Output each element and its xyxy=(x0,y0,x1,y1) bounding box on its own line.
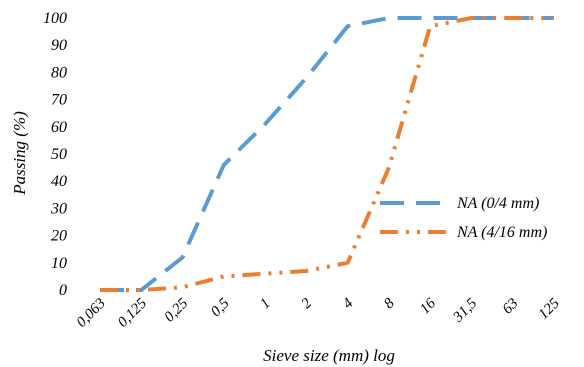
x-tick-label: 63 xyxy=(500,296,522,318)
series-0-point xyxy=(263,122,267,126)
x-tick-label: 4 xyxy=(340,295,357,312)
series-1-point xyxy=(181,285,185,289)
series-1-point xyxy=(304,269,308,273)
series-0-point xyxy=(304,76,308,80)
series-1-point xyxy=(98,288,102,292)
x-tick-label: 8 xyxy=(381,295,398,312)
series-line-1 xyxy=(100,16,554,292)
y-tick-label: 20 xyxy=(51,228,67,245)
x-tick-label: 16 xyxy=(417,295,439,317)
series-layer xyxy=(98,16,556,292)
y-tick-label: 70 xyxy=(51,92,67,109)
legend-label-na-4-16: NA (4/16 mm) xyxy=(456,224,547,241)
x-axis-ticks: 0,063 0,125 0,25 0,5 1 2 4 8 16 31,5 63 125 xyxy=(74,295,564,331)
series-1-point xyxy=(469,16,473,20)
x-tick-label: 2 xyxy=(299,295,316,312)
y-tick-label: 90 xyxy=(51,37,67,54)
legend: NA (0/4 mm) NA (4/16 mm) xyxy=(380,195,547,241)
series-1-point xyxy=(263,272,267,276)
series-line-0 xyxy=(100,16,554,292)
x-axis-title: Sieve size (mm) log xyxy=(263,346,395,365)
series-0-point xyxy=(428,16,432,20)
series-1-point xyxy=(511,16,515,20)
series-0-point xyxy=(181,255,185,259)
x-tick-label: 0,5 xyxy=(208,295,233,320)
y-tick-label: 30 xyxy=(50,200,67,217)
x-tick-label: 0,25 xyxy=(161,295,191,325)
x-tick-label: 31,5 xyxy=(450,295,481,326)
series-1-point xyxy=(346,261,350,265)
series-0-point xyxy=(387,16,391,20)
y-tick-label: 40 xyxy=(51,173,67,190)
x-tick-label: 125 xyxy=(536,295,564,323)
series-1-point xyxy=(222,274,226,278)
series-1-point xyxy=(387,166,391,170)
y-tick-label: 10 xyxy=(51,255,67,272)
y-tick-label: 100 xyxy=(43,10,67,27)
x-tick-label: 0,063 xyxy=(74,296,109,331)
series-0-point xyxy=(346,24,350,28)
y-tick-label: 60 xyxy=(51,119,67,136)
x-tick-label: 1 xyxy=(257,296,274,313)
series-0-point xyxy=(222,163,226,167)
legend-label-na-0-4: NA (0/4 mm) xyxy=(456,195,539,212)
series-1-point xyxy=(428,24,432,28)
y-axis-ticks: 0 10 20 30 40 50 60 70 80 90 100 xyxy=(43,10,67,299)
series-1-point xyxy=(139,288,143,292)
y-tick-label: 80 xyxy=(51,64,67,81)
y-axis-title: Passing (%) xyxy=(10,111,29,196)
y-tick-label: 0 xyxy=(59,282,67,299)
series-1-point xyxy=(552,16,556,20)
y-tick-label: 50 xyxy=(51,146,67,163)
x-tick-label: 0,125 xyxy=(115,295,151,331)
